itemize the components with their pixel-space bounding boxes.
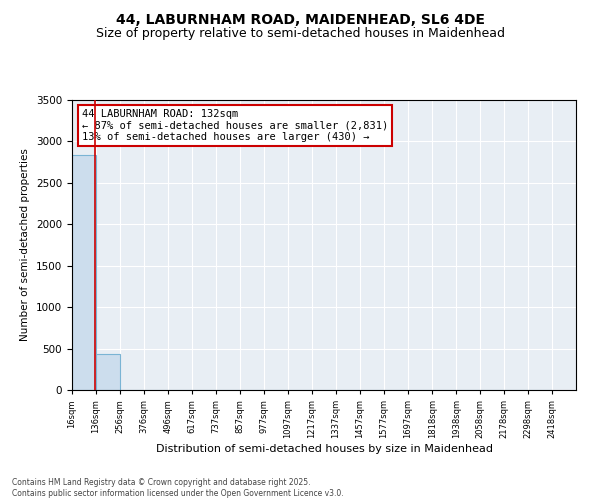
Text: 44 LABURNHAM ROAD: 132sqm
← 87% of semi-detached houses are smaller (2,831)
13% : 44 LABURNHAM ROAD: 132sqm ← 87% of semi-… (82, 108, 388, 142)
Text: Contains HM Land Registry data © Crown copyright and database right 2025.
Contai: Contains HM Land Registry data © Crown c… (12, 478, 344, 498)
Bar (72, 156, 96, 390)
X-axis label: Distribution of semi-detached houses by size in Maidenhead: Distribution of semi-detached houses by … (155, 444, 493, 454)
Text: 44, LABURNHAM ROAD, MAIDENHEAD, SL6 4DE: 44, LABURNHAM ROAD, MAIDENHEAD, SL6 4DE (115, 12, 485, 26)
Y-axis label: Number of semi-detached properties: Number of semi-detached properties (20, 148, 31, 342)
Text: Size of property relative to semi-detached houses in Maidenhead: Size of property relative to semi-detach… (95, 28, 505, 40)
Bar (96, 354, 120, 390)
